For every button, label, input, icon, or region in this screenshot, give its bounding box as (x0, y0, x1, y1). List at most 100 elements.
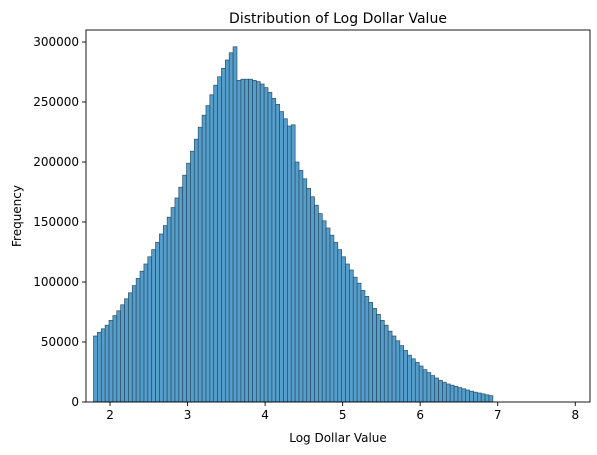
histogram-bar (182, 174, 187, 403)
histogram-bar (108, 320, 114, 403)
histogram-bar (112, 315, 118, 403)
histogram-bar (372, 308, 377, 403)
histogram-bar (445, 383, 451, 403)
histogram-bar (403, 350, 408, 403)
histogram-bar (252, 80, 257, 403)
histogram-bar (414, 362, 420, 403)
histogram-bar (488, 395, 494, 403)
histogram-bar (128, 292, 133, 403)
histogram-bar (256, 81, 261, 403)
histogram-bar (457, 387, 463, 403)
histogram-bar (162, 225, 168, 403)
histogram-bar (232, 46, 238, 403)
histogram-bar (205, 105, 211, 403)
histogram-bar (430, 375, 436, 403)
x-tick-label: 4 (261, 408, 269, 422)
histogram-bar (151, 249, 156, 403)
histogram-bar (186, 162, 191, 403)
histogram-bar (97, 332, 102, 403)
histogram-bar (213, 84, 218, 403)
histogram-bar (100, 328, 106, 403)
x-tick-label: 7 (494, 408, 502, 422)
histogram-bar (104, 324, 110, 403)
histogram-bar (465, 389, 470, 403)
histogram-bar (333, 242, 339, 403)
histogram-bar (383, 324, 389, 403)
histogram-bar (159, 233, 164, 403)
histogram-bar (93, 335, 98, 403)
histogram-bar (349, 269, 354, 403)
histogram-bar (407, 354, 412, 403)
histogram-bar (139, 270, 145, 403)
histogram-bar (120, 304, 125, 403)
histogram-bar (449, 384, 455, 403)
histogram-bar (442, 381, 447, 403)
histogram-bar (422, 369, 428, 403)
histogram-bar (228, 52, 234, 403)
x-tick-label: 8 (571, 408, 579, 422)
histogram-bar (124, 298, 129, 403)
histogram-bar (197, 126, 203, 403)
histogram-bar (217, 76, 222, 403)
histogram-bar (294, 161, 300, 403)
histogram-bar (279, 111, 284, 403)
histogram-bar (325, 227, 331, 403)
histogram-bar (395, 340, 401, 403)
y-tick-label: 150000 (33, 215, 79, 229)
histogram-bar (360, 290, 366, 403)
y-tick-label: 100000 (33, 275, 79, 289)
histogram-bar (473, 391, 478, 403)
histogram-bar (341, 256, 346, 403)
x-tick-label: 3 (184, 408, 192, 422)
histogram-bar (352, 276, 358, 403)
histogram-bar (461, 388, 467, 403)
histogram-bar (484, 394, 490, 403)
histogram-bar (244, 78, 249, 403)
y-tick-label: 50000 (41, 335, 79, 349)
chart-title: Distribution of Log Dollar Value (229, 11, 447, 27)
histogram-bar (426, 372, 432, 403)
x-tick-label: 2 (106, 408, 114, 422)
histogram-bar (314, 204, 319, 403)
histogram-bar (248, 78, 253, 403)
histogram-bar (391, 335, 397, 403)
histogram-bar (387, 330, 393, 403)
histogram-bar (368, 302, 374, 403)
x-axis-title: Log Dollar Value (289, 431, 387, 445)
histogram-bar (469, 390, 474, 403)
histogram-bar (453, 386, 459, 403)
histogram-bar (476, 392, 482, 403)
histogram-bar (267, 92, 273, 403)
y-tick-label: 300000 (33, 35, 79, 49)
histogram-bar (143, 263, 149, 403)
histogram-bar (380, 320, 385, 403)
histogram-bar (116, 310, 122, 403)
histogram-bar (174, 197, 180, 403)
y-axis-title: Frequency (10, 185, 24, 247)
y-tick-label: 0 (71, 395, 79, 409)
histogram-bar (321, 220, 327, 403)
bars-group (93, 46, 494, 403)
histogram-bar (224, 59, 230, 403)
y-axis-ticks: 0 50000 100000 150000 200000 250000 300000 (33, 35, 86, 409)
histogram-bar (306, 188, 311, 403)
histogram-bar (290, 124, 296, 403)
histogram-bar (170, 207, 176, 403)
histogram-bar (178, 186, 184, 403)
histogram-bar (376, 314, 381, 403)
y-tick-label: 250000 (33, 95, 79, 109)
histogram-bar (193, 138, 199, 403)
histogram-bar (480, 393, 486, 403)
histogram-bar (364, 296, 370, 403)
histogram-bar (345, 263, 350, 403)
histogram-bar (271, 98, 277, 403)
histogram-bar (287, 125, 292, 403)
histogram-bar (155, 242, 160, 403)
histogram-bar (209, 94, 215, 403)
histogram-bar (147, 256, 153, 403)
histogram-bar (236, 80, 242, 403)
histogram-bar (318, 213, 323, 403)
histogram-bar (201, 114, 207, 403)
histogram-bar (411, 358, 416, 403)
